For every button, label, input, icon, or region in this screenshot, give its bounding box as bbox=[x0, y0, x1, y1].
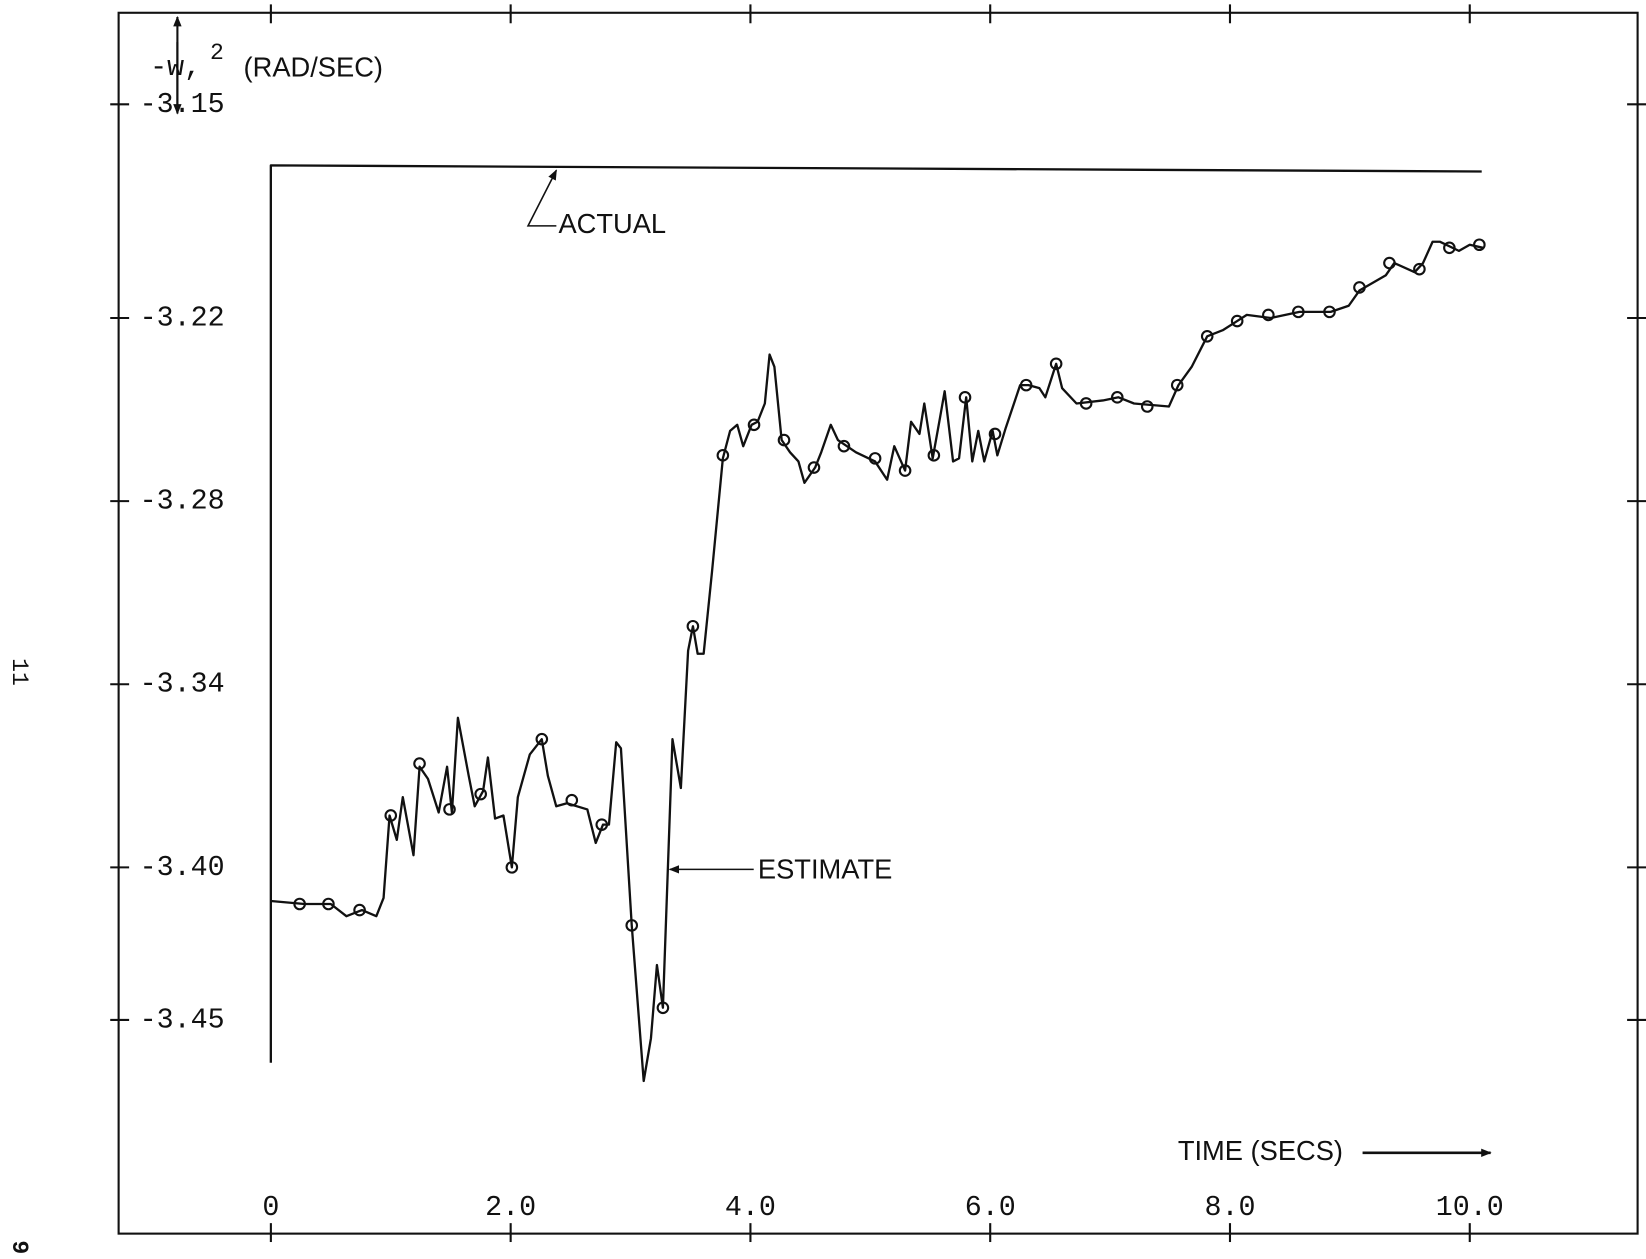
point-marker bbox=[656, 1001, 670, 1015]
point-marker bbox=[1383, 256, 1396, 270]
annotation-actual: ACTUAL bbox=[558, 208, 666, 239]
point-marker bbox=[716, 449, 730, 462]
point-marker bbox=[1292, 305, 1305, 319]
y-tick-label: -3.45 bbox=[140, 1003, 225, 1036]
point-marker bbox=[1443, 241, 1456, 255]
point-marker bbox=[927, 449, 941, 462]
plot-frame bbox=[117, 11, 1639, 1235]
y-tick-label: -3.40 bbox=[140, 851, 225, 884]
point-marker bbox=[1110, 391, 1124, 404]
point-marker bbox=[595, 818, 609, 831]
point-marker bbox=[413, 757, 426, 770]
point-marker bbox=[1140, 400, 1154, 413]
point-marker bbox=[474, 787, 487, 801]
point-marker bbox=[1049, 357, 1063, 371]
y-tick-label: -3.28 bbox=[140, 485, 225, 518]
point-marker bbox=[777, 433, 791, 447]
y-tick-label: -3.22 bbox=[140, 301, 225, 334]
point-marker bbox=[535, 732, 549, 746]
point-marker bbox=[1200, 330, 1214, 343]
point-marker bbox=[625, 919, 639, 932]
point-marker bbox=[384, 809, 398, 822]
x-axis-label: TIME (SECS) bbox=[1178, 1135, 1343, 1166]
x-tick-label: 0 bbox=[262, 1191, 279, 1224]
point-marker bbox=[443, 803, 456, 816]
page-number: 9 bbox=[6, 1240, 32, 1254]
line-series bbox=[269, 164, 1482, 1063]
point-marker bbox=[1413, 262, 1426, 276]
y-label-exponent: 2 bbox=[210, 40, 224, 66]
point-marker bbox=[958, 391, 972, 404]
point-marker bbox=[686, 619, 700, 633]
x-tick-label: 8.0 bbox=[1204, 1191, 1255, 1224]
y-label-unit: (RAD/SEC) bbox=[244, 52, 383, 83]
point-marker bbox=[1079, 397, 1093, 410]
annotation-arrow bbox=[526, 169, 558, 227]
line-series bbox=[270, 240, 1484, 1083]
point-marker bbox=[1353, 281, 1366, 294]
point-marker bbox=[505, 861, 519, 874]
x-tick-label: 6.0 bbox=[965, 1191, 1016, 1224]
point-marker bbox=[353, 903, 366, 917]
point-marker bbox=[1262, 308, 1275, 322]
point-marker bbox=[565, 793, 579, 807]
page-number: 11 bbox=[6, 658, 32, 686]
annotation-estimate: ESTIMATE bbox=[758, 854, 892, 885]
point-marker bbox=[1230, 314, 1244, 328]
y-tick-label: -3.15 bbox=[140, 88, 225, 121]
point-marker bbox=[807, 461, 821, 474]
point-marker bbox=[1473, 238, 1486, 252]
point-marker bbox=[1019, 378, 1033, 392]
y-tick-label: -3.34 bbox=[140, 668, 225, 701]
x-tick-label: 4.0 bbox=[725, 1191, 776, 1224]
point-marker bbox=[1323, 305, 1336, 319]
point-marker bbox=[1170, 378, 1184, 392]
point-marker bbox=[293, 897, 306, 911]
y-label-symbol: -w, bbox=[150, 51, 201, 84]
point-marker bbox=[322, 897, 335, 911]
point-marker bbox=[868, 452, 882, 465]
point-marker bbox=[747, 418, 761, 432]
point-marker bbox=[837, 439, 851, 453]
point-marker bbox=[898, 464, 912, 477]
x-tick-label: 10.0 bbox=[1436, 1191, 1504, 1224]
x-tick-label: 2.0 bbox=[485, 1191, 536, 1224]
point-marker bbox=[988, 427, 1002, 441]
